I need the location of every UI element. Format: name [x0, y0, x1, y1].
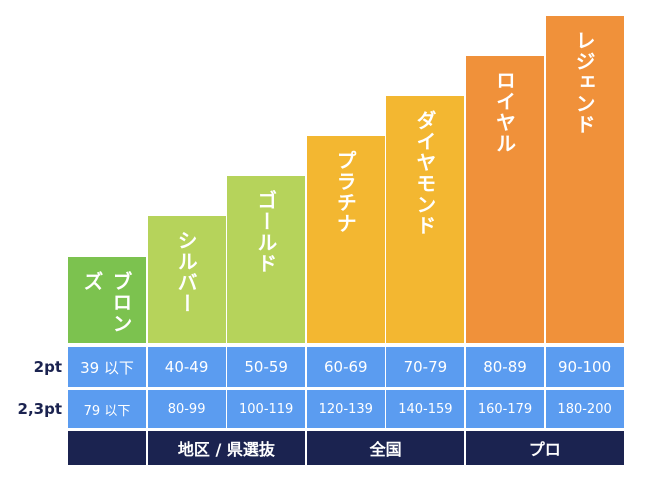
pt2-cell: 80-89 — [466, 347, 544, 387]
tier-bar: ゴールド — [227, 176, 306, 343]
tier-bar: プラチナ — [306, 136, 385, 343]
pt2-cell: 50-59 — [227, 347, 306, 387]
pt2-cell: 70-79 — [386, 347, 465, 387]
group-empty — [68, 431, 146, 465]
tier-bar: シルバー — [147, 216, 226, 343]
pt2-cell: 60-69 — [306, 347, 385, 387]
row-label: 2,3pt — [17, 400, 62, 418]
row-label: 2pt — [33, 358, 62, 376]
tier-bar: レジェンド — [545, 16, 624, 343]
pt23-cell: 180-200 — [545, 390, 624, 428]
pt2-cell: 39 以下 — [68, 347, 146, 387]
pt2-cell: 90-100 — [545, 347, 624, 387]
tier-bar: ダイヤモンド — [386, 96, 465, 343]
pt23-cell: 160-179 — [466, 390, 544, 428]
pt23-cell: 80-99 — [147, 390, 226, 428]
pt2-cell: 40-49 — [147, 347, 226, 387]
tier-bar: ブロンズ — [68, 257, 146, 343]
group-label: プロ — [466, 431, 624, 465]
pt23-cell: 100-119 — [227, 390, 306, 428]
tier-bar: ロイヤル — [466, 56, 544, 343]
pt23-cell: 79 以下 — [68, 390, 146, 428]
group-label: 全国 — [306, 431, 465, 465]
group-label: 地区 / 県選抜 — [147, 431, 306, 465]
pt23-cell: 120-139 — [306, 390, 385, 428]
pt23-cell: 140-159 — [386, 390, 465, 428]
